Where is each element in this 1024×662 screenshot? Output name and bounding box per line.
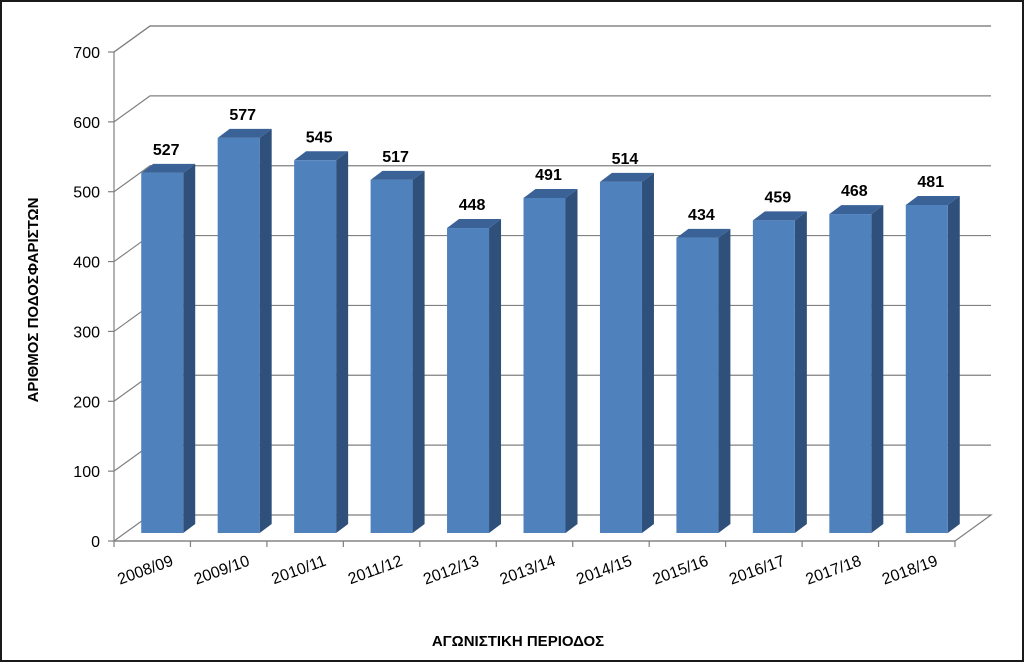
data-label: 448: [459, 197, 486, 214]
bar-front: [447, 228, 490, 534]
bar-side: [183, 163, 196, 534]
y-tick-label: 600: [73, 115, 100, 132]
data-label: 514: [612, 151, 639, 168]
data-label: 491: [535, 167, 562, 184]
bar-front: [752, 220, 795, 533]
bar-side: [718, 228, 731, 533]
bar-front: [370, 179, 413, 534]
data-label: 481: [917, 174, 944, 191]
bar-front: [294, 160, 337, 533]
bar-side: [641, 172, 654, 534]
bar: [294, 151, 349, 533]
bar: [905, 195, 960, 534]
y-tick-label: 500: [73, 185, 100, 202]
data-label: 459: [765, 189, 792, 206]
data-label: 468: [841, 183, 868, 200]
y-tick-label: 0: [91, 534, 100, 551]
bar-side: [565, 189, 578, 533]
bar-front: [141, 172, 184, 534]
bar-top: [523, 189, 578, 199]
bar: [523, 189, 578, 533]
gridline: [113, 95, 991, 123]
back-wall-top: [113, 25, 991, 53]
bar-top: [141, 163, 196, 173]
bar-top: [217, 128, 272, 138]
x-tick-label: 2018/19: [880, 553, 940, 589]
bars: 527 577 545 517 448 491 514 434 459 468 481: [141, 107, 960, 534]
bar-top: [676, 228, 731, 238]
bar-top: [829, 205, 884, 215]
data-label: 527: [153, 142, 180, 159]
bar-front: [676, 237, 719, 533]
data-label: 517: [382, 149, 409, 166]
bar-front: [599, 181, 642, 534]
x-tick-label: 2011/12: [346, 553, 405, 588]
bar-top: [447, 219, 502, 229]
x-tick-label: 2015/16: [651, 553, 711, 589]
x-axis-title: ΑΓΩΝΙΣΤΙΚΗ ΠΕΡΙΟΔΟΣ: [432, 633, 604, 650]
data-label: 577: [229, 107, 256, 124]
bar: [217, 128, 272, 533]
x-tick-label: 2014/15: [574, 553, 634, 589]
x-tick-label: 2017/18: [804, 553, 864, 589]
bar: [370, 170, 425, 534]
bar-side: [947, 195, 960, 534]
data-label: 545: [306, 129, 333, 146]
y-axis-ticks: 0 100 200 300 400 500 600 700: [73, 45, 114, 551]
gridline: [113, 25, 991, 53]
x-axis-ticks: 2008/09 2009/10 2010/11 2011/12 2012/13 2013/…: [113, 541, 956, 589]
bar: [829, 205, 884, 533]
bar-top: [905, 195, 960, 205]
bar: [676, 228, 731, 533]
bar-side: [794, 211, 807, 533]
bar-top: [752, 211, 807, 221]
bar-side: [871, 205, 884, 533]
y-tick-label: 300: [73, 324, 100, 341]
bar-side: [412, 170, 425, 534]
bar: [599, 172, 654, 534]
x-tick-label: 2012/13: [421, 553, 481, 589]
y-tick-label: 700: [73, 45, 100, 62]
bar: [141, 163, 196, 534]
bar-top: [294, 151, 349, 161]
x-tick-label: 2009/10: [192, 553, 252, 589]
bar-front: [829, 214, 872, 533]
bar-side: [336, 151, 349, 533]
x-tick-label: 2013/14: [498, 553, 558, 589]
bar-top: [599, 172, 654, 182]
x-tick-label: 2016/17: [727, 553, 787, 589]
bar: [447, 219, 502, 534]
y-tick-label: 400: [73, 255, 100, 272]
data-label: 434: [688, 207, 715, 224]
bar-front: [905, 204, 948, 534]
bar-front: [217, 137, 260, 533]
bar: [752, 211, 807, 533]
x-tick-label: 2008/09: [115, 553, 175, 589]
gridline: [113, 165, 991, 193]
y-axis-title: ΑΡΙΘΜΟΣ ΠΟΔΟΣΦΑΡΙΣΤΩΝ: [25, 198, 42, 403]
bar-front: [523, 198, 566, 533]
bar-side: [489, 219, 502, 534]
y-tick-label: 200: [73, 394, 100, 411]
y-tick-label: 100: [73, 464, 100, 481]
x-tick-label: 2010/11: [269, 553, 328, 588]
bar-top: [370, 170, 425, 180]
bar-side: [259, 128, 272, 533]
